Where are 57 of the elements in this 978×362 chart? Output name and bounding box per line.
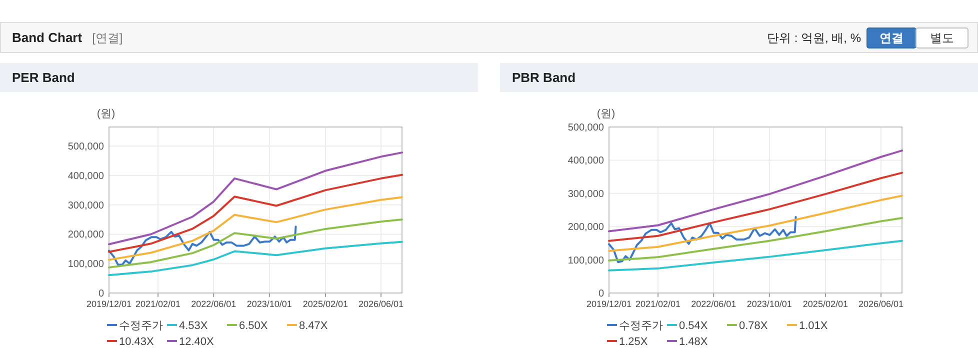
legend-label: 1.48X [679,336,708,348]
text: 연결 [880,31,904,45]
legend-label: 12.40X [179,336,215,348]
x-tick-label: 2026/06/01 [858,299,904,309]
x-tick-label: 2025/02/01 [802,299,848,309]
y-tick-label: 300,000 [568,188,604,200]
y-tick-label: 400,000 [568,156,604,167]
y-tick-label: 500,000 [68,142,104,153]
legend-label: 10.43X [119,336,155,348]
y-tick-label: 0 [598,288,604,300]
legend-label: 수정주가 [619,320,663,332]
x-tick-label: 2026/06/01 [358,299,404,309]
text: 별도 [930,31,954,45]
x-tick-label: 2022/06/01 [191,299,236,309]
y-tick-label: 200,000 [568,222,604,234]
line-series [608,216,903,262]
line-series [108,226,297,266]
line-series [608,194,903,252]
line-series [108,174,403,253]
legend-label: 0.78X [739,320,768,332]
text: 단위 : 억원, 배, % [766,31,862,45]
y-tick-label: 0 [98,288,104,300]
line-series [108,196,403,261]
x-tick-label: 2023/10/01 [246,299,292,309]
y-tick-label: 200,000 [68,230,104,241]
legend-label: 0.54X [679,320,708,332]
legend-label: 1.25X [619,336,648,348]
y-tick-label: 300,000 [68,200,104,212]
chart-title: PBR Band [512,70,576,85]
x-tick-label: 2021/02/01 [636,299,681,309]
y-axis-title: (원) [596,108,616,120]
line-series [608,216,797,264]
x-tick-label: 2022/06/01 [691,299,736,309]
text: Band Chart [12,30,83,45]
x-tick-label: 2019/12/01 [586,299,632,309]
x-tick-label: 2021/02/01 [136,299,181,309]
x-tick-label: 2023/10/01 [746,299,792,309]
y-tick-label: 100,000 [68,259,104,270]
legend-label: 6.50X [239,320,268,332]
line-series [608,240,903,272]
x-tick-label: 2025/02/01 [302,299,348,309]
legend-label: 수정주가 [119,320,163,332]
line-series [108,240,403,276]
x-tick-label: 2019/12/01 [86,299,132,309]
legend-label: 4.53X [179,320,208,332]
legend-label: 1.01X [799,320,828,332]
y-axis-title: (원) [96,108,116,120]
line-series [108,152,403,246]
line-series [608,150,903,232]
line-series [608,172,903,242]
legend-label: 8.47X [299,320,328,332]
chart-title: PER Band [12,70,75,85]
text: [연결] [92,31,123,45]
y-tick-label: 400,000 [68,170,104,182]
y-tick-label: 500,000 [568,122,604,134]
line-series [108,218,403,268]
y-tick-label: 100,000 [568,255,604,266]
